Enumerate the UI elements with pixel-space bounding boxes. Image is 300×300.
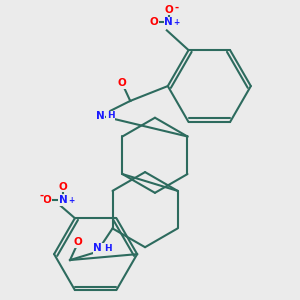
Text: H: H (106, 111, 114, 120)
Text: -: - (175, 3, 179, 13)
Text: O: O (43, 195, 52, 206)
Text: H: H (104, 244, 111, 253)
Text: +: + (68, 196, 74, 205)
Text: N: N (93, 243, 102, 253)
Text: O: O (164, 4, 173, 15)
Text: O: O (58, 182, 68, 191)
Text: -: - (39, 190, 43, 200)
Text: O: O (150, 17, 158, 27)
Text: N: N (96, 111, 105, 121)
Text: +: + (174, 18, 180, 27)
Text: O: O (118, 78, 127, 88)
Text: N: N (58, 195, 68, 206)
Text: O: O (74, 237, 82, 247)
Text: N: N (164, 17, 173, 27)
